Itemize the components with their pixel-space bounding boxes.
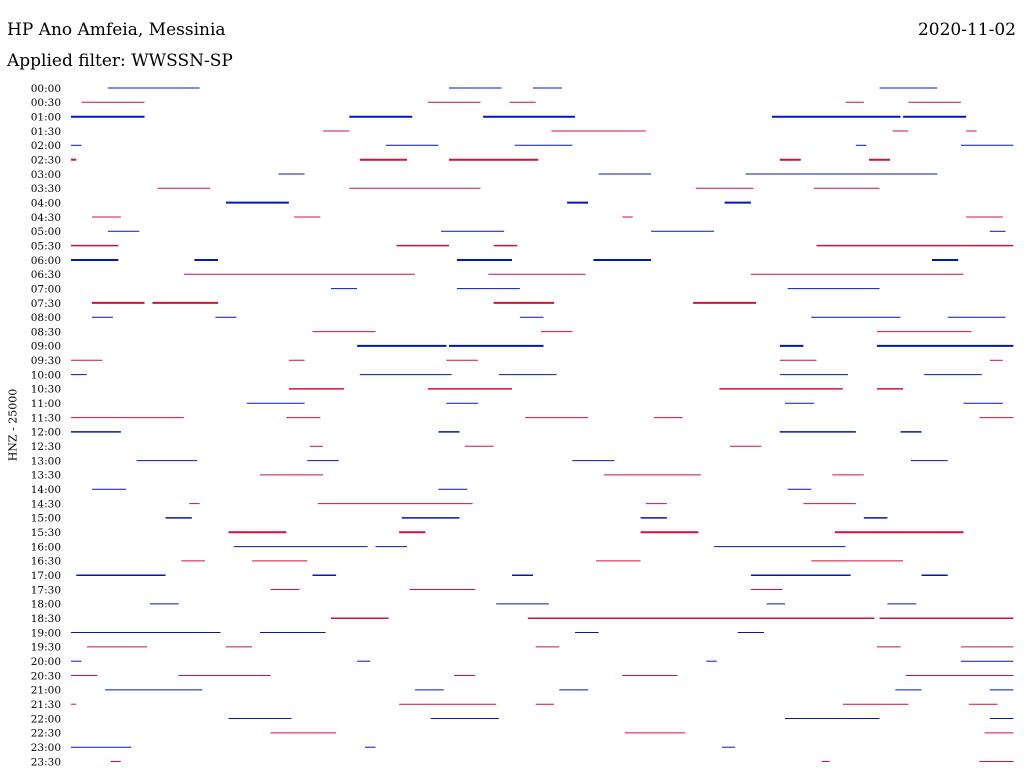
- row-time-label: 07:30: [31, 298, 61, 310]
- row-time-label: 19:00: [31, 627, 61, 639]
- row-time-label: 00:00: [31, 83, 61, 95]
- row-time-label: 00:30: [31, 97, 61, 109]
- row-time-label: 15:30: [31, 527, 61, 539]
- row-time-label: 14:00: [31, 484, 61, 496]
- row-time-label: 10:00: [31, 369, 61, 381]
- row-time-label: 17:00: [31, 570, 61, 582]
- row-time-label: 11:00: [31, 398, 61, 410]
- row-time-label: 13:30: [31, 470, 61, 482]
- row-time-label: 16:00: [31, 541, 61, 553]
- row-time-label: 23:00: [31, 742, 61, 754]
- row-time-label: 11:30: [31, 412, 61, 424]
- row-time-label: 04:00: [31, 197, 61, 209]
- row-time-label: 20:00: [31, 656, 61, 668]
- row-time-label: 23:30: [31, 756, 61, 768]
- row-time-label: 08:00: [31, 312, 61, 324]
- row-time-label: 02:30: [31, 154, 61, 166]
- row-time-label: 05:30: [31, 240, 61, 252]
- row-time-label: 05:00: [31, 226, 61, 238]
- row-time-label: 19:30: [31, 642, 61, 654]
- row-time-label: 06:30: [31, 269, 61, 281]
- row-time-label: 07:00: [31, 283, 61, 295]
- row-time-label: 17:30: [31, 584, 61, 596]
- row-time-label: 13:00: [31, 455, 61, 467]
- row-time-label: 10:30: [31, 384, 61, 396]
- filter-label: Applied filter: WWSSN-SP: [7, 51, 233, 71]
- row-time-label: 08:30: [31, 326, 61, 338]
- row-time-label: 12:00: [31, 427, 61, 439]
- row-time-label: 06:00: [31, 255, 61, 267]
- row-time-label: 21:30: [31, 699, 61, 711]
- row-time-label: 18:00: [31, 599, 61, 611]
- row-time-label: 09:30: [31, 355, 61, 367]
- row-time-label: 18:30: [31, 613, 61, 625]
- row-time-label: 20:30: [31, 670, 61, 682]
- row-time-label: 03:30: [31, 183, 61, 195]
- row-time-label: 14:30: [31, 498, 61, 510]
- row-time-label: 09:00: [31, 341, 61, 353]
- row-time-label: 03:00: [31, 169, 61, 181]
- row-time-label: 21:00: [31, 685, 61, 697]
- row-time-label: 22:00: [31, 713, 61, 725]
- station-title: HP Ano Amfeia, Messinia: [7, 20, 226, 40]
- date-label: 2020-11-02: [917, 20, 1016, 40]
- row-time-label: 15:00: [31, 513, 61, 525]
- row-time-label: 12:30: [31, 441, 61, 453]
- row-time-label: 01:30: [31, 126, 61, 138]
- row-time-label: 04:30: [31, 212, 61, 224]
- row-time-label: 22:30: [31, 728, 61, 740]
- row-time-label: 16:30: [31, 556, 61, 568]
- row-time-label: 01:00: [31, 111, 61, 123]
- row-time-label: 02:00: [31, 140, 61, 152]
